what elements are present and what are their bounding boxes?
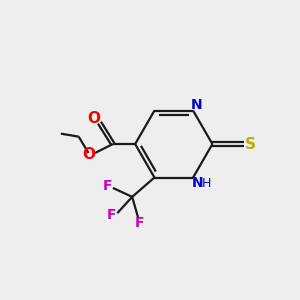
Text: H: H <box>202 177 212 190</box>
Text: F: F <box>103 178 112 193</box>
Text: F: F <box>135 216 144 230</box>
Text: F: F <box>107 208 117 222</box>
Text: N: N <box>190 98 202 112</box>
Text: O: O <box>88 111 100 126</box>
Text: O: O <box>82 147 96 162</box>
Text: N: N <box>192 176 204 190</box>
Text: S: S <box>245 136 256 152</box>
